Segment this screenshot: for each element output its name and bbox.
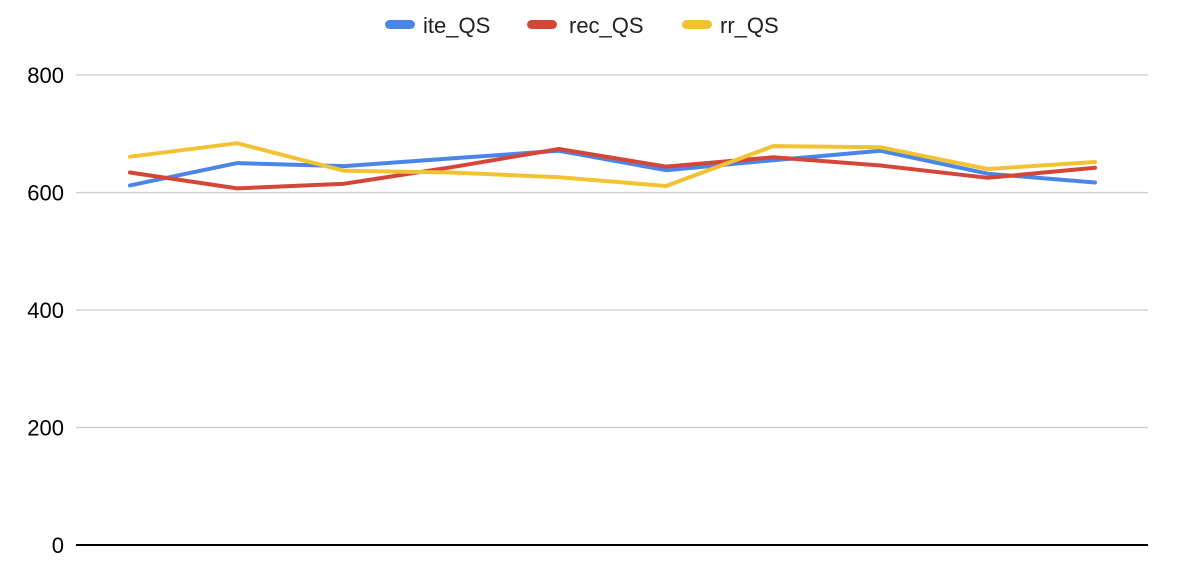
legend-label: rr_QS — [720, 13, 779, 38]
y-axis: 0 200 400 600 800 — [27, 63, 64, 558]
legend-label: ite_QS — [423, 13, 490, 38]
y-tick-label: 0 — [52, 533, 64, 558]
legend-swatch — [682, 20, 712, 29]
chart-gridlines — [76, 74, 1148, 429]
series-line-rec_QS — [128, 147, 1097, 191]
chart-legend: ite_QS rec_QS rr_QS — [385, 13, 779, 38]
y-tick-label: 800 — [27, 63, 64, 88]
legend-item-ite_QS: ite_QS — [385, 13, 490, 38]
series-line-ite_QS — [128, 148, 1097, 188]
legend-item-rr_QS: rr_QS — [682, 13, 779, 38]
legend-swatch — [527, 20, 557, 29]
legend-item-rec_QS: rec_QS — [527, 13, 644, 38]
legend-swatch — [385, 20, 415, 29]
y-tick-label: 600 — [27, 181, 64, 206]
y-tick-label: 200 — [27, 416, 64, 441]
legend-label: rec_QS — [569, 13, 644, 38]
y-tick-label: 400 — [27, 298, 64, 323]
chart-series — [128, 141, 1097, 191]
series-line-rr_QS — [128, 141, 1097, 188]
